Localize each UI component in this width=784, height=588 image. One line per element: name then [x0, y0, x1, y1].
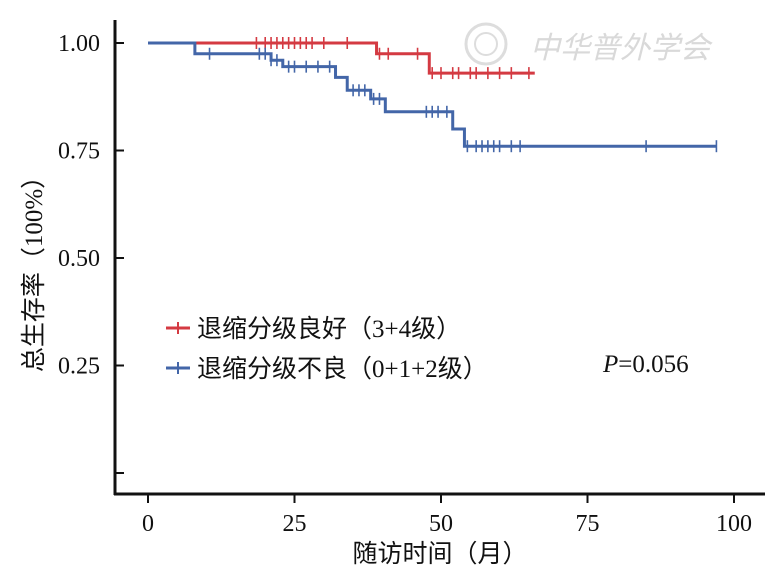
legend-label-poor: 退缩分级不良（0+1+2级）: [197, 355, 488, 383]
x-tick-label: 50: [429, 511, 453, 537]
watermark-logo: [464, 22, 508, 66]
legend: 退缩分级良好（3+4级） 退缩分级不良（0+1+2级）: [166, 315, 488, 383]
x-tick-label: 25: [283, 511, 307, 537]
series-group: [148, 37, 535, 80]
legend-label-good: 退缩分级良好（3+4级）: [197, 315, 461, 343]
plot-area: [148, 37, 718, 153]
p-value-number: =0.056: [618, 351, 688, 378]
y-axis-title: 总生存率（100%）: [20, 164, 48, 372]
watermark-logo-inner: [474, 32, 498, 56]
y-tick-label: 0.50: [58, 246, 100, 272]
survival-curve-good: [148, 41, 535, 75]
y-ticks: 0.25 0.50 0.75 1.00: [58, 31, 124, 474]
x-ticks: 0 25 50 75 100: [142, 494, 752, 537]
x-tick-label: 0: [142, 511, 154, 537]
x-axis-title: 随访时间（月）: [352, 540, 527, 568]
x-tick-label: 100: [716, 511, 752, 537]
y-tick-label: 0.25: [58, 354, 100, 380]
series-group: [148, 41, 718, 153]
y-tick-label: 1.00: [58, 31, 100, 57]
y-tick-label: 0.75: [58, 139, 100, 165]
legend-entry-poor: 退缩分级不良（0+1+2级）: [166, 355, 488, 383]
axes: [113, 20, 765, 496]
watermark-text: 中华普外学会: [530, 32, 713, 65]
x-tick-label: 75: [576, 511, 600, 537]
legend-entry-good: 退缩分级良好（3+4级）: [166, 315, 461, 343]
p-value-annotation: P=0.056: [602, 351, 689, 378]
p-value-label: P: [602, 351, 618, 378]
